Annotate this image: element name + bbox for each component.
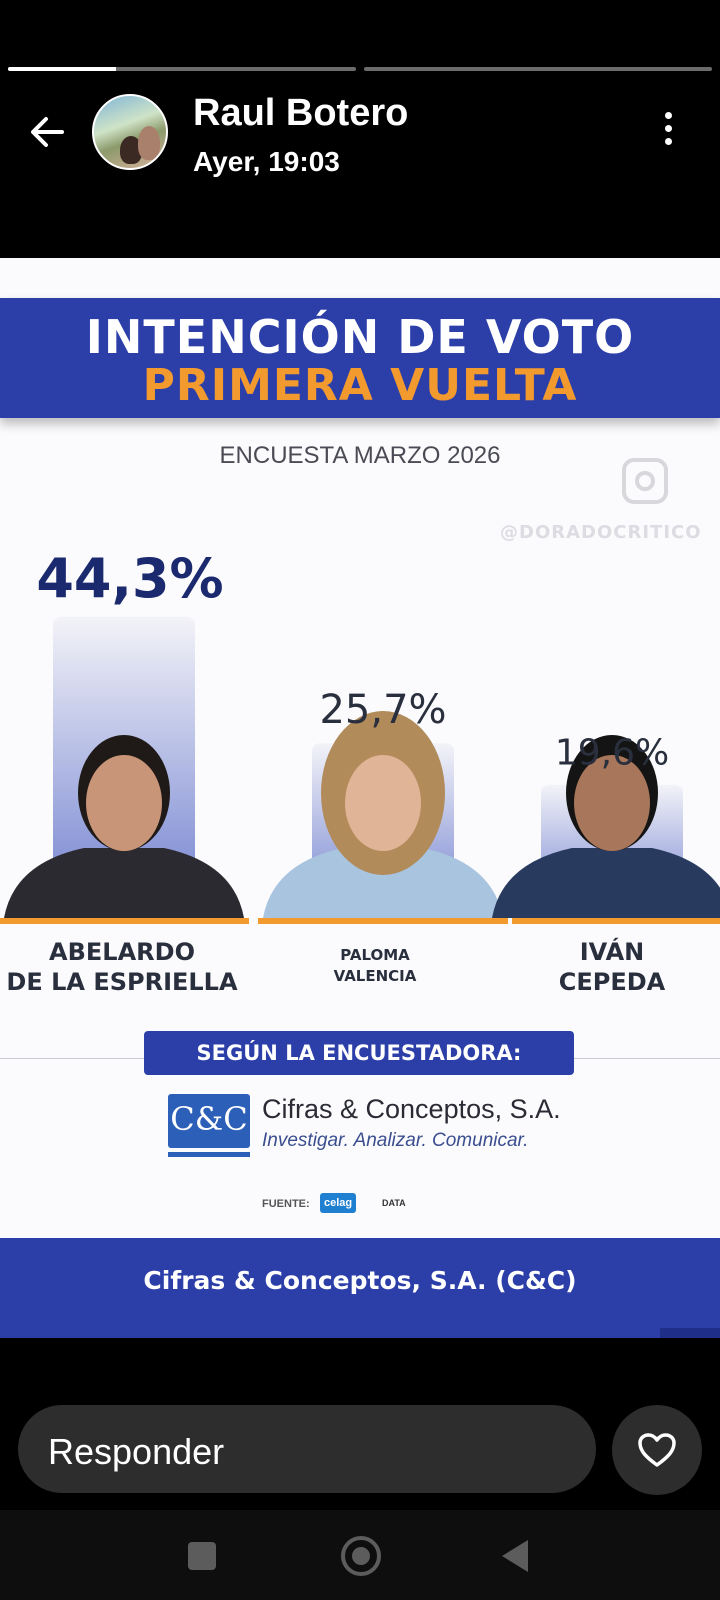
footer-corner — [660, 1328, 720, 1338]
source-label: FUENTE: — [262, 1198, 310, 1210]
home-icon[interactable] — [341, 1536, 381, 1576]
source-brand: celag — [320, 1193, 357, 1213]
company-logo-text: C&C — [170, 1100, 248, 1138]
poster-title-line2: PRIMERA VUELTA — [142, 360, 578, 411]
category-label-2-line-1: PALOMA — [340, 946, 410, 964]
company-logo-underline — [168, 1152, 250, 1157]
value-label-3: 19,6% — [555, 733, 669, 774]
like-button[interactable] — [612, 1405, 702, 1495]
heart-icon — [638, 1433, 676, 1467]
source-brand-suffix: DATA — [382, 1198, 406, 1208]
category-label-3-line-2: CEPEDA — [559, 968, 666, 996]
poster-subtitle: ENCUESTA MARZO 2026 — [219, 442, 501, 469]
more-vertical-icon[interactable] — [660, 112, 676, 152]
company-logo: C&C — [168, 1094, 250, 1148]
instagram-icon — [622, 458, 668, 504]
candidate-photo-3 — [492, 735, 720, 918]
title-banner: INTENCIÓN DE VOTO PRIMERA VUELTA — [0, 298, 720, 418]
reply-placeholder: Responder — [48, 1431, 225, 1472]
value-label-1: 44,3% — [36, 547, 223, 610]
pollster-label: SEGÚN LA ENCUESTADORA: — [144, 1031, 574, 1075]
user-name[interactable]: Raul Botero — [193, 92, 409, 134]
poster-footer: Cifras & Conceptos, S.A. (C&C) — [0, 1238, 720, 1338]
arrow-left-icon[interactable] — [26, 110, 70, 154]
value-label-2: 25,7% — [319, 687, 446, 733]
story-progress-1-fill — [8, 67, 116, 71]
candidate-photo-1 — [4, 735, 244, 918]
story-progress-1 — [8, 67, 356, 71]
back-triangle-icon[interactable] — [502, 1540, 528, 1572]
accent-line-2 — [258, 918, 508, 924]
avatar[interactable] — [92, 94, 168, 170]
footer-text: Cifras & Conceptos, S.A. (C&C) — [143, 1266, 577, 1295]
accent-line-1 — [0, 918, 249, 924]
story-progress-2 — [364, 67, 712, 71]
company-name: Cifras & Conceptos, S.A. — [262, 1094, 561, 1124]
recent-apps-icon[interactable] — [188, 1542, 216, 1570]
watermark: @DORADOCRITICO — [500, 522, 702, 543]
poster-title-line1: INTENCIÓN DE VOTO — [85, 310, 635, 364]
avatar-person-1 — [120, 136, 142, 164]
accent-line-3 — [512, 918, 720, 924]
category-label-1-line-2: DE LA ESPRIELLA — [6, 968, 238, 996]
avatar-person-2 — [138, 126, 160, 160]
company-tagline: Investigar. Analizar. Comunicar. — [262, 1130, 529, 1151]
story-timestamp: Ayer, 19:03 — [193, 146, 340, 177]
category-label-1-line-1: ABELARDO — [49, 938, 195, 966]
category-label-2-line-2: VALENCIA — [334, 967, 417, 985]
story-poster: INTENCIÓN DE VOTO PRIMERA VUELTA ENCUEST… — [0, 258, 720, 1338]
reply-input[interactable]: Responder — [18, 1405, 596, 1493]
category-label-3-line-1: IVÁN — [580, 937, 645, 966]
candidate-photo-2 — [263, 711, 503, 918]
